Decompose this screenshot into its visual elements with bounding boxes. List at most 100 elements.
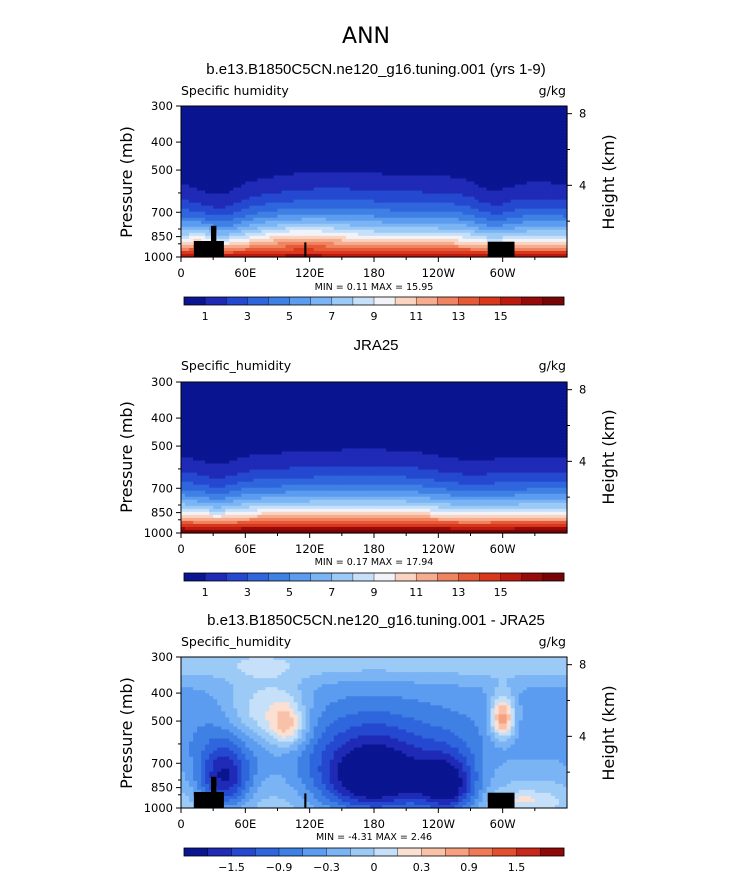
heatmap-cell bbox=[462, 199, 468, 204]
heatmap-cell bbox=[410, 139, 415, 143]
heatmap-cell bbox=[422, 178, 427, 183]
heatmap-cell bbox=[229, 124, 234, 128]
heatmap-cell bbox=[193, 205, 198, 210]
heatmap-cell bbox=[281, 196, 287, 201]
heatmap-cell bbox=[486, 184, 492, 189]
heatmap-cell bbox=[253, 124, 258, 128]
heatmap-cell bbox=[398, 124, 403, 128]
heatmap-cell bbox=[313, 109, 319, 113]
heatmap-cell bbox=[289, 145, 295, 149]
heatmap-cell bbox=[430, 196, 435, 201]
colorbar-swatch bbox=[226, 297, 248, 305]
heatmap-cell bbox=[478, 115, 484, 119]
heatmap-cell bbox=[502, 118, 508, 122]
heatmap-cell bbox=[261, 214, 267, 219]
heatmap-cell bbox=[309, 172, 315, 177]
heatmap-cell bbox=[321, 220, 327, 225]
heatmap-cell bbox=[406, 121, 411, 125]
heatmap-cell bbox=[337, 193, 343, 198]
heatmap-cell bbox=[546, 145, 552, 149]
heatmap-cell bbox=[349, 130, 355, 134]
heatmap-cell bbox=[422, 115, 427, 119]
heatmap-cell bbox=[233, 127, 238, 131]
heatmap-cell bbox=[398, 187, 403, 192]
heatmap-cell bbox=[265, 178, 271, 183]
heatmap-cell bbox=[333, 130, 339, 134]
heatmap-cell bbox=[538, 187, 544, 192]
heatmap-cell bbox=[309, 133, 315, 137]
heatmap-cell bbox=[193, 184, 198, 189]
heatmap-cell bbox=[273, 151, 279, 155]
heatmap-cell bbox=[490, 157, 496, 161]
heatmap-cell bbox=[378, 205, 383, 210]
heatmap-cell bbox=[341, 208, 347, 213]
heatmap-cell bbox=[285, 118, 291, 122]
heatmap-cell bbox=[193, 109, 198, 113]
heatmap-cell bbox=[205, 139, 210, 143]
heatmap-cell bbox=[305, 214, 311, 219]
heatmap-cell bbox=[353, 139, 359, 143]
heatmap-cell bbox=[181, 175, 186, 180]
heatmap-cell bbox=[329, 205, 335, 210]
heatmap-cell bbox=[233, 181, 238, 186]
heatmap-cell bbox=[390, 133, 395, 137]
heatmap-cell bbox=[398, 169, 403, 174]
heatmap-cell bbox=[181, 127, 186, 131]
heatmap-cell bbox=[345, 154, 351, 158]
heatmap-cell bbox=[245, 136, 250, 140]
heatmap-cell bbox=[446, 151, 451, 155]
heatmap-cell bbox=[273, 187, 279, 192]
heatmap-cell bbox=[349, 217, 355, 222]
heatmap-cell bbox=[201, 139, 206, 143]
heatmap-cell bbox=[241, 202, 246, 207]
heatmap-cell bbox=[542, 184, 548, 189]
heatmap-cell bbox=[466, 193, 472, 198]
heatmap-cell bbox=[414, 208, 419, 213]
heatmap-cell bbox=[309, 139, 315, 143]
heatmap-cell bbox=[341, 163, 347, 167]
heatmap-cell bbox=[482, 175, 488, 180]
heatmap-cell bbox=[498, 211, 504, 216]
heatmap-cell bbox=[293, 139, 299, 143]
heatmap-cell bbox=[253, 196, 258, 201]
heatmap-cell bbox=[430, 220, 435, 225]
heatmap-cell bbox=[293, 124, 299, 128]
heatmap-cell bbox=[426, 175, 431, 180]
heatmap-cell bbox=[410, 118, 415, 122]
heatmap-cell bbox=[313, 124, 319, 128]
heatmap-cell bbox=[293, 130, 299, 134]
heatmap-cell bbox=[205, 184, 210, 189]
heatmap-cell bbox=[265, 199, 271, 204]
heatmap-cell bbox=[470, 169, 476, 174]
heatmap-cell bbox=[213, 163, 218, 167]
heatmap-cell bbox=[414, 133, 419, 137]
heatmap-cell bbox=[193, 220, 198, 225]
heatmap-cell bbox=[313, 106, 319, 110]
heatmap-cell bbox=[486, 115, 492, 119]
heatmap-cell bbox=[245, 166, 250, 171]
heatmap-cell bbox=[209, 175, 214, 180]
heatmap-cell bbox=[522, 178, 528, 183]
heatmap-cell bbox=[466, 166, 472, 171]
heatmap-cell bbox=[289, 109, 295, 113]
heatmap-cell bbox=[241, 118, 246, 122]
heatmap-cell bbox=[293, 178, 299, 183]
heatmap-cell bbox=[297, 115, 303, 119]
heatmap-cell bbox=[494, 199, 500, 204]
heatmap-cell bbox=[365, 181, 371, 186]
heatmap-cell bbox=[502, 190, 508, 195]
heatmap-cell bbox=[406, 172, 411, 177]
heatmap-cell bbox=[498, 166, 504, 171]
heatmap-cell bbox=[458, 121, 464, 125]
heatmap-cell bbox=[434, 136, 439, 140]
heatmap-cell bbox=[257, 190, 263, 195]
heatmap-cell bbox=[181, 166, 186, 171]
heatmap-cell bbox=[241, 163, 246, 167]
heatmap-cell bbox=[482, 172, 488, 177]
heatmap-cell bbox=[297, 208, 303, 213]
heatmap-cell bbox=[462, 136, 468, 140]
heatmap-cell bbox=[357, 184, 363, 189]
heatmap-cell bbox=[422, 163, 427, 167]
heatmap-cell bbox=[221, 175, 226, 180]
heatmap-cell bbox=[273, 109, 279, 113]
